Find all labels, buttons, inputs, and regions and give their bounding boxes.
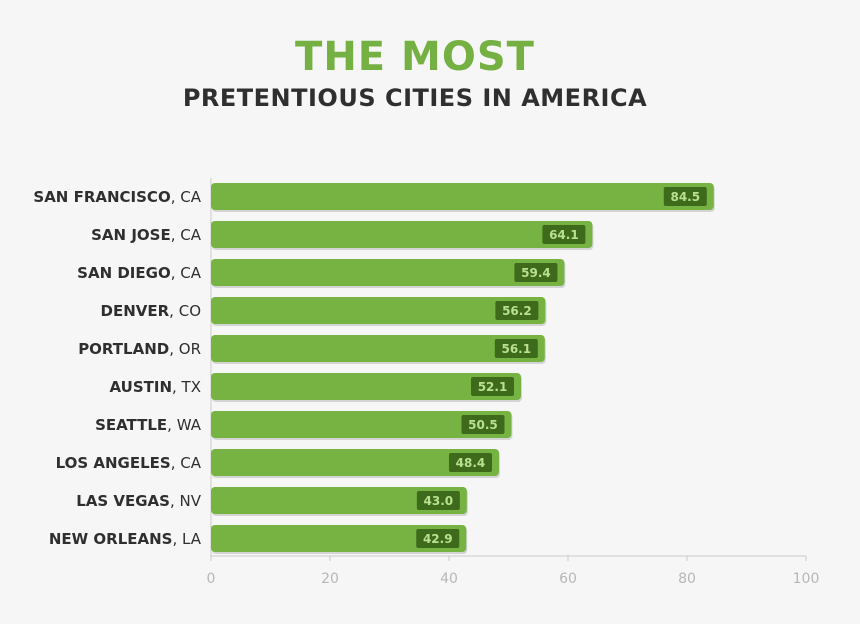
value-label: 48.4 xyxy=(456,456,486,470)
category-separator: , xyxy=(170,492,180,510)
category-separator: , xyxy=(171,188,181,206)
value-label-box xyxy=(663,187,707,206)
category-label: SAN FRANCISCO, CA xyxy=(33,188,201,206)
bar xyxy=(211,183,714,210)
category-state: WA xyxy=(177,416,202,434)
category-label: DENVER, CO xyxy=(101,302,202,320)
category-label: LAS VEGAS, NV xyxy=(76,492,202,510)
x-tick-label: 60 xyxy=(559,571,577,587)
bar xyxy=(211,335,545,362)
category-label: SAN DIEGO, CA xyxy=(77,264,202,282)
category-label: PORTLAND, OR xyxy=(78,340,201,358)
category-label: LOS ANGELES, CA xyxy=(56,454,202,472)
x-tick-label: 40 xyxy=(440,571,458,587)
category-separator: , xyxy=(167,416,177,434)
bar xyxy=(211,487,467,514)
x-tick-label: 80 xyxy=(678,571,696,587)
category-state: CA xyxy=(180,264,201,282)
category-state: LA xyxy=(182,530,202,548)
category-city: SAN JOSE xyxy=(91,226,171,244)
category-separator: , xyxy=(171,226,181,244)
x-tick-label: 0 xyxy=(207,571,216,587)
category-label: NEW ORLEANS, LA xyxy=(49,530,202,548)
bar xyxy=(211,411,512,438)
value-label: 84.5 xyxy=(670,190,700,204)
category-separator: , xyxy=(172,530,182,548)
bar xyxy=(211,221,593,248)
category-state: CA xyxy=(180,188,201,206)
value-label: 64.1 xyxy=(549,228,579,242)
value-label: 56.1 xyxy=(501,342,531,356)
category-city: DENVER xyxy=(101,302,170,320)
category-state: CO xyxy=(179,302,201,320)
value-label: 50.5 xyxy=(468,418,498,432)
category-city: LAS VEGAS xyxy=(76,492,170,510)
category-city: SAN FRANCISCO xyxy=(33,188,170,206)
value-label-box xyxy=(416,491,460,510)
value-label-box xyxy=(470,377,514,396)
category-label: SAN JOSE, CA xyxy=(91,226,202,244)
x-tick-label: 20 xyxy=(321,571,339,587)
value-label-box xyxy=(542,225,586,244)
value-label: 56.2 xyxy=(502,304,532,318)
chart-title-line2: PRETENTIOUS CITIES IN AMERICA xyxy=(182,84,648,112)
category-city: SEATTLE xyxy=(95,416,167,434)
bar xyxy=(211,449,499,476)
category-label: AUSTIN, TX xyxy=(110,378,202,396)
value-label-box xyxy=(494,339,538,358)
bar xyxy=(211,525,467,552)
category-separator: , xyxy=(169,340,179,358)
category-state: NV xyxy=(180,492,202,510)
category-city: NEW ORLEANS xyxy=(49,530,173,548)
bar xyxy=(211,259,565,286)
category-separator: , xyxy=(171,454,181,472)
bar xyxy=(211,297,546,324)
value-label-box xyxy=(514,263,558,282)
category-separator: , xyxy=(172,378,182,396)
value-label-box xyxy=(448,453,492,472)
category-city: LOS ANGELES xyxy=(56,454,171,472)
value-label: 59.4 xyxy=(521,266,551,280)
value-label-box xyxy=(495,301,539,320)
chart-title-line1: THE MOST xyxy=(295,34,535,80)
category-separator: , xyxy=(171,264,181,282)
category-label: SEATTLE, WA xyxy=(95,416,202,434)
x-tick-label: 100 xyxy=(793,571,820,587)
value-label: 52.1 xyxy=(478,380,508,394)
category-state: CA xyxy=(180,454,201,472)
value-label: 42.9 xyxy=(423,532,453,546)
bar xyxy=(211,373,521,400)
category-state: TX xyxy=(181,378,201,396)
category-city: AUSTIN xyxy=(110,378,173,396)
category-city: SAN DIEGO xyxy=(77,264,171,282)
category-state: CA xyxy=(180,226,201,244)
value-label-box xyxy=(416,529,460,548)
category-state: OR xyxy=(179,340,201,358)
category-city: PORTLAND xyxy=(78,340,169,358)
value-label: 43.0 xyxy=(424,494,454,508)
value-label-box xyxy=(461,415,505,434)
category-separator: , xyxy=(169,302,179,320)
